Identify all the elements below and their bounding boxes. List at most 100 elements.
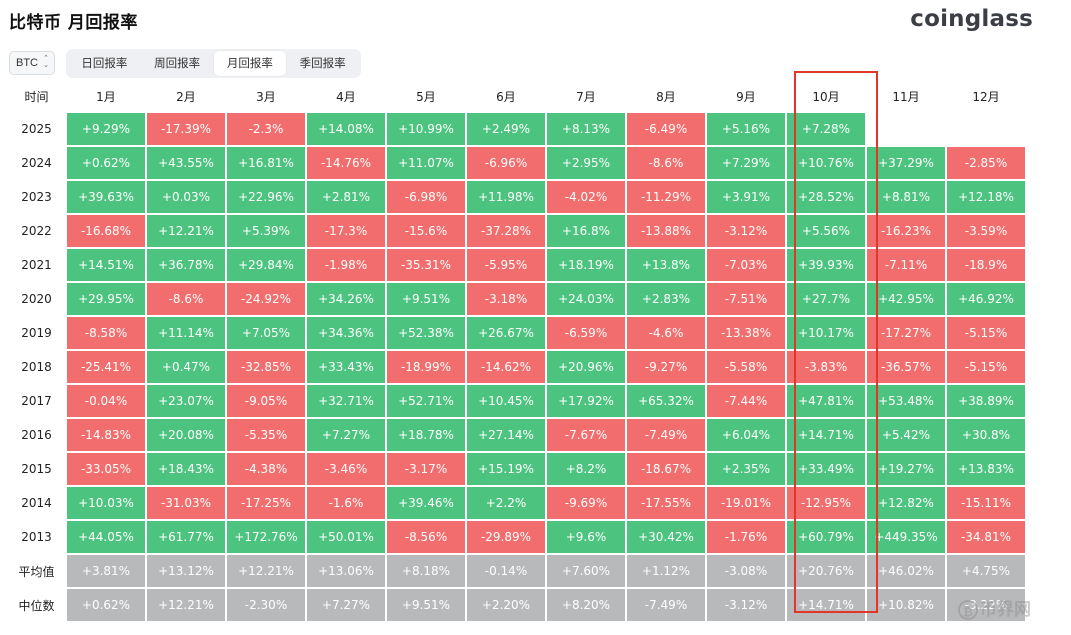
table-body: 2025 +9.29% -17.39% -2.3% +14.08% +10.99% +2.4… bbox=[8, 113, 1025, 621]
return-cell: +2.49% bbox=[467, 113, 545, 145]
return-cell: -3.59% bbox=[947, 215, 1025, 247]
return-cell: -12.95% bbox=[787, 487, 865, 519]
return-cell: +0.62% bbox=[67, 147, 145, 179]
return-cell: +18.43% bbox=[147, 453, 225, 485]
corner-header: 时间 bbox=[24, 89, 49, 104]
return-cell: -7.11% bbox=[867, 249, 945, 281]
return-cell: -17.3% bbox=[307, 215, 385, 247]
stat-cell: +2.20% bbox=[467, 589, 545, 621]
return-cell: +39.46% bbox=[387, 487, 465, 519]
coin-icon: ₿ bbox=[958, 600, 978, 620]
month-header: 6月 bbox=[496, 89, 516, 104]
table-row: 2016 -14.83% +20.08% -5.35% +7.27% +18.78% +27… bbox=[8, 419, 1025, 451]
month-header: 9月 bbox=[736, 89, 756, 104]
tab-weekly-return[interactable]: 周回报率 bbox=[154, 56, 201, 70]
return-cell: +10.03% bbox=[67, 487, 145, 519]
return-cell: +53.48% bbox=[867, 385, 945, 417]
monthly-return-table: 时间 1月 2月 3月 4月 5月 6月 7月 8月 9月 10月 11月 12月 2025 +9.29… bbox=[6, 79, 1027, 623]
return-cell: -16.68% bbox=[67, 215, 145, 247]
return-cell: +449.35% bbox=[867, 521, 945, 553]
return-cell: -8.6% bbox=[147, 283, 225, 315]
return-cell: -9.69% bbox=[547, 487, 625, 519]
return-cell: -7.51% bbox=[707, 283, 785, 315]
return-cell: +65.32% bbox=[627, 385, 705, 417]
period-tabs: 日回报率 周回报率 月回报率 季回报率 bbox=[66, 49, 361, 78]
return-cell: +8.2% bbox=[547, 453, 625, 485]
coin-select-value: BTC bbox=[16, 57, 38, 69]
return-cell: +8.81% bbox=[867, 181, 945, 213]
stat-cell: +8.18% bbox=[387, 555, 465, 587]
return-cell: +52.38% bbox=[387, 317, 465, 349]
month-header: 2月 bbox=[176, 89, 196, 104]
table-row: 2017 -0.04% +23.07% -9.05% +32.71% +52.71% +10… bbox=[8, 385, 1025, 417]
return-cell: +33.49% bbox=[787, 453, 865, 485]
return-cell: +8.13% bbox=[547, 113, 625, 145]
return-cell: -6.96% bbox=[467, 147, 545, 179]
return-cell: +20.08% bbox=[147, 419, 225, 451]
return-cell: +14.08% bbox=[307, 113, 385, 145]
return-cell: +27.7% bbox=[787, 283, 865, 315]
month-header: 1月 bbox=[96, 89, 116, 104]
stat-cell: +4.75% bbox=[947, 555, 1025, 587]
return-cell: +23.07% bbox=[147, 385, 225, 417]
return-cell: -9.27% bbox=[627, 351, 705, 383]
stat-label: 平均值 bbox=[18, 564, 55, 579]
return-cell: -14.62% bbox=[467, 351, 545, 383]
return-cell: +10.76% bbox=[787, 147, 865, 179]
return-cell: -8.6% bbox=[627, 147, 705, 179]
return-cell: +12.82% bbox=[867, 487, 945, 519]
coin-select[interactable]: BTC ⌃ ⌄ bbox=[9, 51, 55, 75]
stat-cell: +1.12% bbox=[627, 555, 705, 587]
return-cell: -8.56% bbox=[387, 521, 465, 553]
return-cell: -7.49% bbox=[627, 419, 705, 451]
stat-cell: +12.21% bbox=[147, 589, 225, 621]
tab-monthly-return[interactable]: 月回报率 bbox=[213, 51, 287, 76]
return-cell: -32.85% bbox=[227, 351, 305, 383]
return-cell: -3.46% bbox=[307, 453, 385, 485]
return-cell: -15.11% bbox=[947, 487, 1025, 519]
year-label: 2025 bbox=[21, 122, 52, 136]
return-cell: +34.36% bbox=[307, 317, 385, 349]
year-label: 2021 bbox=[21, 258, 52, 272]
return-cell: +60.79% bbox=[787, 521, 865, 553]
table-row: 2019 -8.58% +11.14% +7.05% +34.36% +52.38% +26… bbox=[8, 317, 1025, 349]
return-cell: -13.88% bbox=[627, 215, 705, 247]
return-cell: +10.45% bbox=[467, 385, 545, 417]
year-label: 2016 bbox=[21, 428, 52, 442]
table-row: 2014 +10.03% -31.03% -17.25% -1.6% +39.46% +2.… bbox=[8, 487, 1025, 519]
return-cell: +27.14% bbox=[467, 419, 545, 451]
table-row: 2025 +9.29% -17.39% -2.3% +14.08% +10.99% +2.4… bbox=[8, 113, 1025, 145]
return-cell: +43.55% bbox=[147, 147, 225, 179]
year-label: 2013 bbox=[21, 530, 52, 544]
return-cell: +0.47% bbox=[147, 351, 225, 383]
stat-cell: +3.81% bbox=[67, 555, 145, 587]
return-cell: -17.39% bbox=[147, 113, 225, 145]
return-cell: +26.67% bbox=[467, 317, 545, 349]
year-label: 2020 bbox=[21, 292, 52, 306]
stat-cell: -2.30% bbox=[227, 589, 305, 621]
return-cell: -29.89% bbox=[467, 521, 545, 553]
return-cell: +19.27% bbox=[867, 453, 945, 485]
stat-cell: +7.27% bbox=[307, 589, 385, 621]
return-cell: +44.05% bbox=[67, 521, 145, 553]
return-cell: +14.71% bbox=[787, 419, 865, 451]
tab-quarterly-return[interactable]: 季回报率 bbox=[299, 56, 346, 70]
tab-daily-return[interactable]: 日回报率 bbox=[81, 56, 128, 70]
stat-cell: +8.20% bbox=[547, 589, 625, 621]
return-cell: +36.78% bbox=[147, 249, 225, 281]
return-cell: -7.03% bbox=[707, 249, 785, 281]
return-cell: -17.25% bbox=[227, 487, 305, 519]
return-cell: +33.43% bbox=[307, 351, 385, 383]
month-header: 11月 bbox=[892, 89, 920, 104]
month-header: 4月 bbox=[336, 89, 356, 104]
return-cell: +30.8% bbox=[947, 419, 1025, 451]
return-cell: +11.14% bbox=[147, 317, 225, 349]
return-cell: +7.05% bbox=[227, 317, 305, 349]
table-row: 2013 +44.05% +61.77% +172.76% +50.01% -8.56% -… bbox=[8, 521, 1025, 553]
month-header: 10月 bbox=[812, 89, 840, 104]
return-cell: -5.95% bbox=[467, 249, 545, 281]
stat-cell: +7.60% bbox=[547, 555, 625, 587]
return-cell: -37.28% bbox=[467, 215, 545, 247]
year-label: 2024 bbox=[21, 156, 52, 170]
return-cell: -34.81% bbox=[947, 521, 1025, 553]
